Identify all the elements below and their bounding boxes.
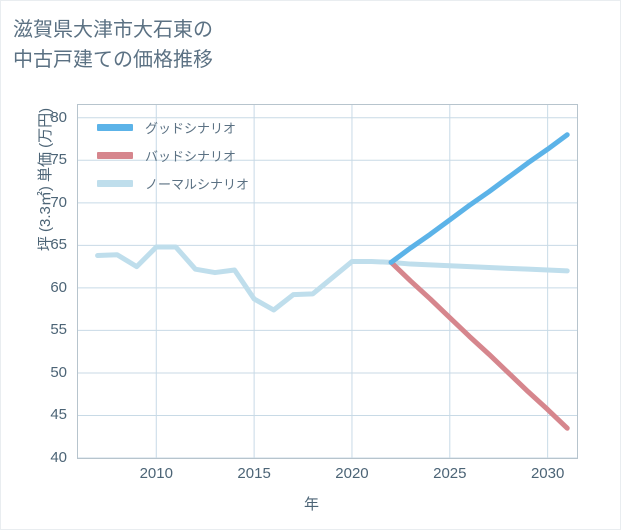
legend-swatch-icon xyxy=(97,123,133,131)
legend-swatch-icon xyxy=(97,179,133,187)
x-tick-label: 2010 xyxy=(139,465,173,482)
legend-item[interactable]: バッドシナリオ xyxy=(97,141,249,169)
x-tick-label: 2015 xyxy=(237,465,271,482)
series-line xyxy=(95,244,570,313)
series-line xyxy=(388,132,570,265)
series-line xyxy=(388,259,570,431)
chart-canvas xyxy=(78,105,577,458)
y-axis-title: 坪 (3.3㎡) 単価 (万円) xyxy=(37,107,55,252)
y-tick-label: 55 xyxy=(50,321,67,339)
legend-item[interactable]: グッドシナリオ xyxy=(97,113,249,141)
y-tick-label: 45 xyxy=(50,406,67,424)
y-tick-label: 40 xyxy=(50,449,67,466)
page-title: 滋賀県大津市大石東の 中古戸建ての価格推移 xyxy=(13,19,213,71)
legend-item[interactable]: ノーマルシナリオ xyxy=(97,169,249,197)
x-tick-label: 2020 xyxy=(335,465,369,482)
legend-item-label: ノーマルシナリオ xyxy=(145,176,250,192)
legend-item-label: バッドシナリオ xyxy=(145,148,237,164)
x-tick-label: 2030 xyxy=(530,465,565,482)
x-axis-title: 年 xyxy=(303,496,319,513)
plot-area xyxy=(77,104,578,459)
y-tick-label: 80 xyxy=(50,108,67,126)
y-tick-label: 70 xyxy=(50,193,67,211)
legend-swatch-icon xyxy=(97,151,133,159)
y-tick-label: 75 xyxy=(50,151,67,169)
gridlines xyxy=(78,105,577,458)
x-tick-label: 2025 xyxy=(433,465,467,482)
y-tick-label: 65 xyxy=(50,236,67,254)
y-tick-label: 50 xyxy=(50,363,67,381)
legend-item-label: グッドシナリオ xyxy=(145,120,237,136)
y-tick-label: 60 xyxy=(50,278,67,296)
chart-legend: グッドシナリオ バッドシナリオ ノーマルシナリオ xyxy=(97,113,249,197)
